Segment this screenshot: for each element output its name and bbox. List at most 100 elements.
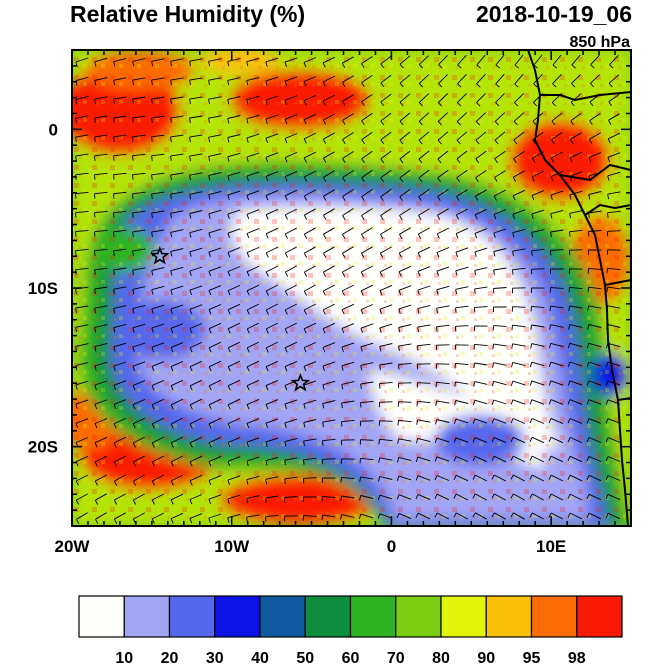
wind-barb [378, 476, 393, 482]
wind-barb [132, 455, 146, 467]
wind-barb [151, 96, 165, 104]
wind-barb [570, 112, 582, 126]
wind-barb [227, 456, 241, 467]
wind-barb [438, 74, 448, 88]
wind-barb [588, 132, 601, 144]
wind-barb [170, 134, 184, 142]
wind-barb [605, 380, 621, 386]
wind-barb [418, 150, 430, 164]
wind-barb [474, 208, 488, 220]
wind-barb [75, 343, 89, 352]
wind-barb [529, 399, 545, 405]
wind-barb [208, 360, 222, 372]
wind-barb [473, 362, 488, 368]
wind-barb [529, 493, 544, 501]
wind-barb [552, 73, 562, 88]
wind-barb [265, 227, 279, 239]
wind-barb [361, 189, 373, 202]
wind-barb [399, 93, 411, 107]
wind-barb [151, 210, 165, 218]
wind-barb [494, 170, 506, 182]
wind-barb [151, 474, 165, 486]
wind-barb [265, 76, 279, 86]
wind-barb [284, 76, 298, 87]
wind-barb [531, 268, 545, 275]
wind-barb [189, 455, 203, 467]
wind-barb [511, 361, 526, 368]
wind-barb [417, 324, 431, 333]
wind-barb [360, 265, 374, 277]
colorbar-label: 40 [251, 650, 269, 667]
wind-barb [246, 379, 260, 391]
wind-barb [605, 418, 621, 424]
wind-barb [456, 131, 468, 145]
wind-barb [510, 418, 526, 424]
wind-barb [322, 380, 336, 390]
wind-barb [548, 474, 564, 482]
wind-barb [189, 513, 203, 524]
wind-barb [322, 322, 336, 334]
wind-barb [548, 493, 564, 501]
wind-barb [246, 303, 260, 315]
wind-barb [227, 134, 241, 143]
wind-barb [606, 249, 621, 255]
wind-barb [417, 304, 431, 314]
wind-barb [227, 96, 241, 105]
wind-barb [189, 191, 203, 200]
wind-barb [132, 229, 146, 237]
wind-barb [472, 399, 488, 406]
wind-barb [113, 380, 127, 391]
wind-barb [323, 227, 335, 239]
wind-barb [75, 210, 89, 218]
wind-barb [472, 512, 487, 520]
wind-barb [170, 304, 184, 314]
wind-barb [208, 398, 222, 410]
wind-barb [434, 475, 450, 481]
wind-barb [569, 190, 583, 200]
wind-barb [380, 188, 392, 202]
wind-barb [416, 437, 431, 444]
wind-barb [170, 210, 184, 219]
wind-barb [491, 493, 506, 501]
wind-barb [586, 399, 602, 405]
wind-barb [380, 93, 392, 107]
wind-barb [397, 456, 412, 463]
wind-barb [284, 170, 298, 182]
wind-barb [415, 493, 431, 501]
wind-barb [113, 342, 127, 352]
colorbar-label: 80 [432, 650, 450, 667]
wind-barb [359, 495, 374, 501]
wind-barb [435, 381, 450, 388]
wind-barb [132, 267, 146, 276]
wind-barb [323, 208, 335, 220]
wind-barb [189, 96, 203, 105]
wind-barb [170, 379, 184, 391]
wind-barb [491, 399, 507, 405]
wind-barb [361, 94, 373, 106]
wind-barb [208, 513, 222, 523]
wind-barb [227, 341, 240, 353]
wind-barb [75, 380, 89, 390]
wind-barb [418, 208, 430, 220]
wind-barb [94, 361, 108, 371]
wind-barb [94, 57, 108, 67]
wind-barb [378, 420, 393, 426]
station-markers [150, 246, 311, 392]
wind-barb [512, 209, 526, 220]
wind-barb [472, 418, 488, 424]
wind-barb [322, 438, 336, 446]
wind-barb [322, 284, 336, 296]
wind-barb [341, 439, 355, 446]
wind-barb [208, 190, 222, 200]
wind-barb [95, 512, 107, 524]
wind-barb [567, 474, 583, 482]
wind-barb [208, 494, 222, 505]
wind-barb [342, 75, 354, 87]
wind-barb [94, 248, 108, 256]
wind-barb [151, 134, 165, 142]
wind-barb [378, 457, 393, 463]
wind-barb [531, 209, 545, 219]
wind-barb [246, 95, 260, 105]
wind-barb [588, 171, 602, 181]
wind-barb [342, 208, 354, 220]
